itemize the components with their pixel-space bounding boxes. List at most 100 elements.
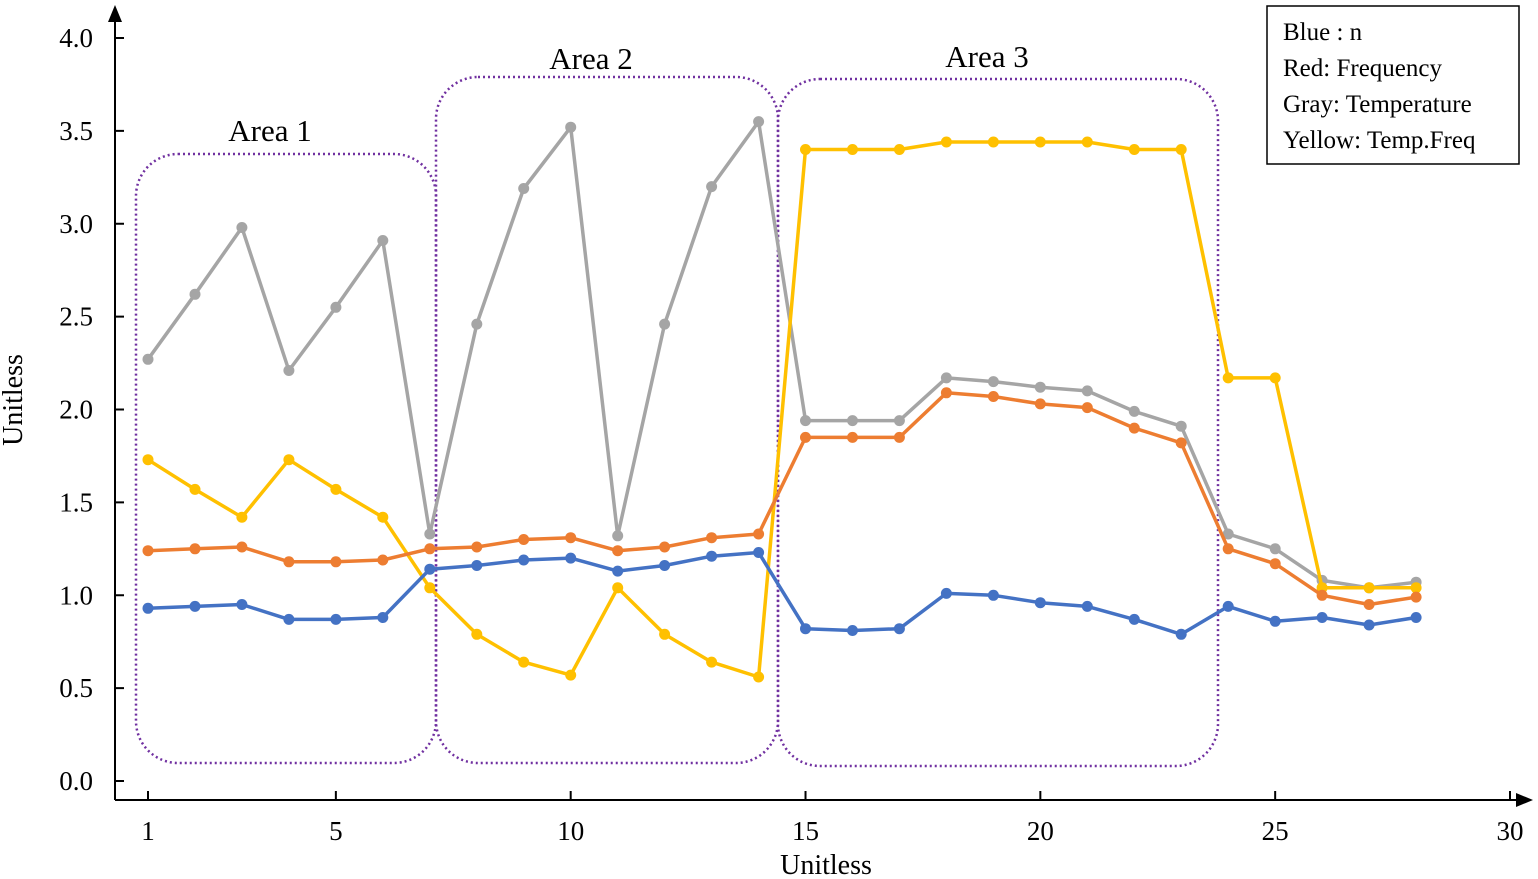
data-point-blue	[565, 552, 577, 564]
data-point-gray	[706, 181, 718, 193]
data-point-gray	[377, 235, 389, 246]
data-point-orange	[424, 543, 436, 555]
y-tick-label: 1.5	[59, 487, 93, 517]
data-point-yellow	[518, 656, 530, 668]
data-point-orange	[706, 532, 718, 544]
data-point-orange	[753, 528, 765, 540]
data-point-gray	[1175, 420, 1187, 432]
data-point-yellow	[1128, 144, 1140, 155]
region-box-1	[134, 152, 438, 765]
data-point-yellow	[1034, 136, 1046, 148]
data-point-blue	[236, 599, 248, 610]
data-point-blue	[847, 625, 858, 636]
x-tick-label: 1	[141, 816, 155, 846]
data-point-yellow	[142, 454, 154, 466]
data-point-gray	[612, 530, 624, 542]
data-point-orange	[471, 541, 483, 553]
data-point-gray	[565, 121, 577, 133]
axes: 1 5 10 15 20 25 300.00.51.01.52.02.53.03.54.0	[59, 5, 1533, 846]
data-point-gray	[424, 528, 436, 540]
data-point-yellow	[1410, 582, 1422, 594]
y-axis-arrow	[108, 5, 122, 22]
data-point-gray	[330, 301, 342, 313]
legend: Blue : n Red: Frequency Gray: Temperatur…	[1266, 5, 1520, 165]
y-tick-label: 2.0	[59, 395, 93, 425]
legend-box	[1266, 5, 1520, 165]
series-line-orange	[147, 391, 1417, 607]
data-point-yellow	[706, 656, 718, 668]
data-point-orange	[1222, 543, 1234, 555]
data-point-blue	[1316, 612, 1328, 623]
data-point-orange	[1316, 589, 1328, 601]
data-point-blue	[330, 613, 342, 625]
x-axis-arrow	[1516, 793, 1533, 807]
y-axis-title: Unitless	[0, 354, 29, 446]
data-point-blue	[1034, 597, 1046, 609]
data-point-orange	[893, 431, 905, 443]
x-tick-label: 25	[1262, 816, 1289, 846]
data-point-blue	[377, 612, 389, 623]
data-point-orange	[236, 541, 248, 553]
x-axis-title: Unitless	[780, 850, 872, 879]
series-line-gray	[146, 119, 1417, 590]
y-tick-label: 3.0	[59, 209, 93, 239]
data-point-blue	[1222, 600, 1234, 612]
data-point-yellow	[1222, 372, 1234, 384]
data-series	[142, 116, 1422, 683]
data-point-orange	[847, 431, 858, 443]
data-point-blue	[800, 623, 811, 635]
x-tick-label: 10	[557, 816, 584, 846]
data-point-orange	[330, 556, 342, 568]
data-point-orange	[1410, 591, 1422, 603]
data-point-blue	[142, 602, 154, 614]
data-point-orange	[518, 534, 530, 545]
data-point-gray	[236, 222, 248, 233]
data-point-gray	[753, 116, 765, 128]
data-point-blue	[612, 565, 624, 577]
region-label-1: Area 1	[228, 113, 311, 148]
data-point-gray	[142, 353, 154, 365]
data-point-blue	[1269, 615, 1281, 627]
data-point-blue	[753, 547, 765, 558]
data-point-yellow	[377, 511, 389, 523]
data-point-yellow	[847, 144, 858, 155]
data-point-yellow	[471, 628, 483, 640]
data-point-gray	[1034, 381, 1046, 393]
data-point-blue	[471, 560, 483, 571]
data-point-yellow	[283, 454, 295, 466]
data-point-yellow	[800, 144, 811, 155]
data-point-gray	[189, 288, 201, 300]
data-point-blue	[706, 550, 718, 562]
data-point-blue	[1128, 613, 1140, 625]
data-point-yellow	[893, 144, 905, 155]
data-point-gray	[893, 415, 905, 427]
data-point-gray	[800, 415, 811, 427]
data-point-blue	[424, 563, 436, 575]
data-point-yellow	[1175, 144, 1187, 155]
data-point-orange	[283, 556, 295, 568]
data-point-orange	[1128, 422, 1140, 434]
data-point-orange	[940, 387, 952, 399]
legend-entry-gray: Gray: Temperature	[1283, 91, 1472, 118]
data-point-yellow	[565, 669, 577, 681]
legend-entry-blue: Blue : n	[1283, 19, 1363, 46]
data-point-gray	[987, 376, 999, 388]
data-point-yellow	[753, 671, 765, 683]
data-point-blue	[1363, 619, 1375, 631]
data-point-orange	[189, 543, 201, 555]
data-point-blue	[659, 560, 671, 571]
data-point-yellow	[1363, 582, 1375, 594]
data-point-gray	[1222, 528, 1234, 540]
data-point-orange	[1269, 558, 1281, 570]
data-point-orange	[1175, 437, 1187, 449]
data-point-yellow	[940, 136, 952, 148]
data-point-blue	[189, 600, 201, 612]
data-point-orange	[612, 545, 624, 557]
x-tick-label: 30	[1497, 816, 1524, 846]
data-point-gray	[1128, 405, 1140, 417]
data-point-yellow	[424, 582, 436, 594]
data-point-orange	[987, 391, 999, 402]
data-point-yellow	[330, 483, 342, 495]
data-point-orange	[1363, 599, 1375, 610]
